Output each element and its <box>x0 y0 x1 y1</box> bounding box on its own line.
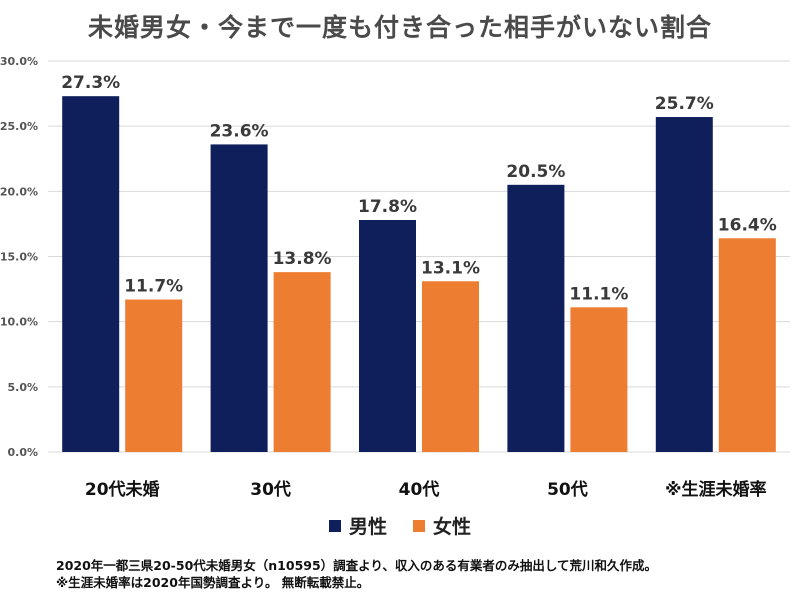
bar-female <box>273 272 331 452</box>
bar-male <box>359 220 416 452</box>
bar-male <box>210 144 268 452</box>
legend-item-female: 女性 <box>413 512 471 539</box>
bar-male <box>655 117 713 452</box>
footnote: 2020年一都三県20-50代未婚男女（n10595）調査より、収入のある有業者… <box>56 557 657 591</box>
bar-male <box>507 184 565 453</box>
data-label: 11.7% <box>124 277 183 297</box>
y-tick-label: 15.0% <box>0 251 38 264</box>
legend-swatch-female <box>413 519 425 532</box>
footnote-line-2: ※生涯未婚率は2020年国勢調査より。 無断転載禁止。 <box>56 575 370 590</box>
data-label: 13.1% <box>421 258 480 278</box>
bar-male <box>62 96 120 452</box>
data-label: 16.4% <box>718 215 777 235</box>
bar-female <box>422 281 479 452</box>
y-tick-label: 0.0% <box>7 446 38 459</box>
x-category-label: 30代 <box>250 479 291 500</box>
data-label: 23.6% <box>210 121 269 141</box>
y-tick-label: 5.0% <box>7 381 38 394</box>
bar-female <box>570 307 628 452</box>
y-tick-label: 25.0% <box>0 120 38 133</box>
legend-label-male: 男性 <box>348 516 387 538</box>
y-tick-label: 20.0% <box>0 185 38 198</box>
data-label: 25.7% <box>655 94 714 114</box>
x-category-label: 20代未婚 <box>85 479 160 500</box>
bar-female <box>718 238 776 452</box>
data-label: 11.1% <box>569 284 628 304</box>
data-label: 17.8% <box>358 197 417 217</box>
y-tick-label: 30.0% <box>0 55 38 68</box>
data-label: 27.3% <box>61 73 120 93</box>
chart-title: 未婚男女・今まで一度も付き合った相手がいない割合 <box>87 13 712 42</box>
x-category-label: ※生涯未婚率 <box>665 479 767 500</box>
legend: 男性 女性 <box>0 512 800 539</box>
footnote-line-1: 2020年一都三県20-50代未婚男女（n10595）調査より、収入のある有業者… <box>56 558 658 573</box>
legend-item-male: 男性 <box>328 512 387 539</box>
data-label: 20.5% <box>506 162 565 182</box>
bar-female <box>125 299 183 452</box>
data-label: 13.8% <box>273 249 332 269</box>
legend-swatch-male <box>328 519 341 532</box>
x-category-label: 40代 <box>399 479 440 500</box>
x-category-label: 50代 <box>547 479 588 500</box>
y-tick-label: 10.0% <box>0 316 38 329</box>
legend-label-female: 女性 <box>433 516 472 538</box>
